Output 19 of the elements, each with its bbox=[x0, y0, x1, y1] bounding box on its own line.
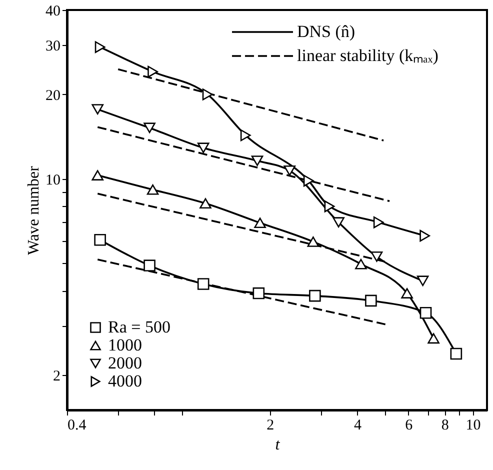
y-tick-label: 2 bbox=[53, 368, 60, 384]
x-tick-label: 2 bbox=[266, 418, 274, 434]
legend-label: 1000 bbox=[108, 336, 142, 354]
legend-label: 2000 bbox=[108, 354, 142, 372]
x-tick-label: 10 bbox=[466, 418, 481, 434]
x-tick-label: 0.4 bbox=[68, 418, 87, 434]
y-tick-label: 40 bbox=[46, 4, 60, 20]
x-tick-label: 6 bbox=[405, 418, 414, 434]
x-tick-label: 8 bbox=[441, 418, 449, 434]
x-axis-title: t bbox=[275, 436, 280, 454]
annotation: DNS (n̂) bbox=[297, 22, 356, 41]
y-tick-label: 20 bbox=[46, 88, 60, 104]
legend-label: 4000 bbox=[108, 372, 142, 390]
y-tick-label: 30 bbox=[46, 38, 60, 55]
y-tick-label: 10 bbox=[46, 172, 60, 188]
y-axis-title: Wave number bbox=[26, 165, 42, 255]
x-tick-label: 4 bbox=[354, 418, 362, 434]
legend-label: Ra = 500 bbox=[108, 318, 170, 336]
annotation: linear stability (kₘₐₓ) bbox=[297, 46, 438, 65]
